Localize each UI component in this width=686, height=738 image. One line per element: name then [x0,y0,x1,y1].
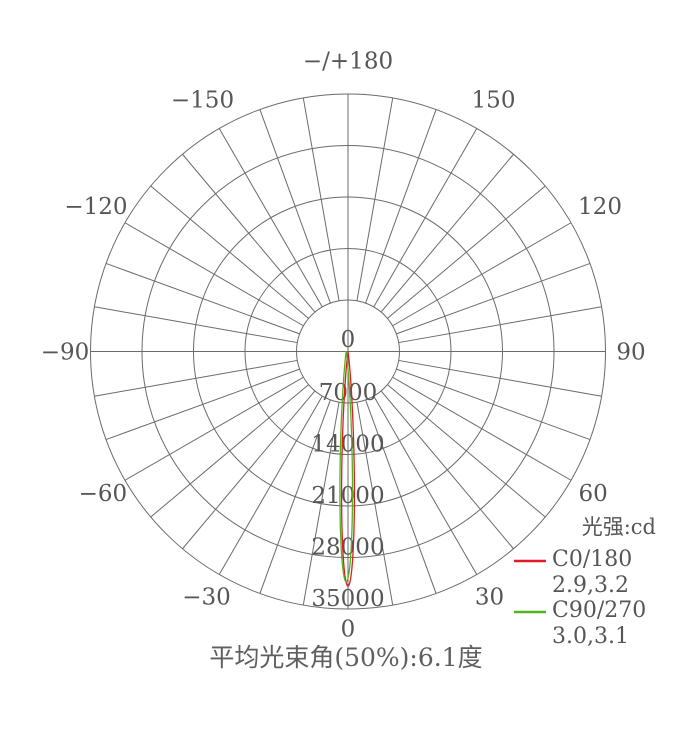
ring-value-label: 7000 [319,380,378,406]
angle-label: 60 [578,481,607,507]
grid-spoke [373,395,478,575]
legend-series-name: C0/180 [552,547,632,572]
grid-spoke [94,306,298,344]
legend-series-values: 2.9,3.2 [552,573,629,598]
grid-spoke [398,359,602,397]
grid-spoke [356,97,394,301]
polar-grid [90,93,606,610]
angle-labels: −/+180 150 120 90 60 30 0 −30 −60 −90 −120 −150 [41,49,646,643]
grid-spoke [105,262,300,335]
grid-spoke [302,402,340,606]
grid-spoke [396,368,591,441]
ring-value-label: 14000 [311,432,384,458]
grid-spoke [380,153,514,313]
angle-label: −60 [79,481,128,507]
grid-spoke [105,368,300,441]
grid-spoke [392,222,572,327]
grid-spoke [398,306,602,344]
ring-value-label: 21000 [311,483,384,509]
grid-spoke [259,109,331,304]
grid-spoke [365,399,437,594]
center-zero-label: 0 [341,327,356,353]
angle-label: −90 [41,340,90,366]
angle-label: −/+180 [303,49,393,75]
grid-spoke [387,384,546,518]
grid-spoke [124,222,304,327]
angle-label: 120 [578,194,622,220]
grid-spoke [182,153,316,313]
grid-spoke [182,390,316,550]
legend-series-values: 3.0,3.1 [552,624,629,649]
grid-spoke [124,376,304,481]
grid-spoke [150,384,309,518]
intensity-curves [339,351,356,588]
angle-label: 0 [341,617,356,643]
grid-spoke [302,97,340,301]
angle-label: 30 [475,585,504,611]
ring-value-label: 28000 [311,535,384,561]
grid-spoke [387,185,546,319]
angle-label: −30 [182,585,231,611]
grid-spoke [365,109,437,304]
grid-spoke [356,402,394,606]
grid-spoke [392,376,572,481]
angle-label: −150 [171,87,234,113]
curve-C90-270 [339,351,354,583]
legend-series-name: C90/270 [552,598,646,623]
grid-spoke [380,390,514,550]
grid-spoke [94,359,298,397]
grid-spoke [259,399,331,594]
grid-spoke [396,262,591,335]
chart-title: 平均光束角(50%):6.1度 [209,643,482,672]
grid-spoke [373,128,478,308]
ring-value-labels: 7000 14000 21000 28000 35000 [311,380,384,612]
legend-unit-label: 光强:cd [582,515,656,539]
angle-label: 90 [616,340,645,366]
angle-label: 150 [472,87,516,113]
curve-C0-180 [340,351,356,588]
grid-spoke [218,395,323,575]
grid-spoke [218,128,323,308]
angle-label: −120 [64,194,127,220]
ring-value-label: 35000 [311,586,384,612]
grid-spoke [150,185,309,319]
